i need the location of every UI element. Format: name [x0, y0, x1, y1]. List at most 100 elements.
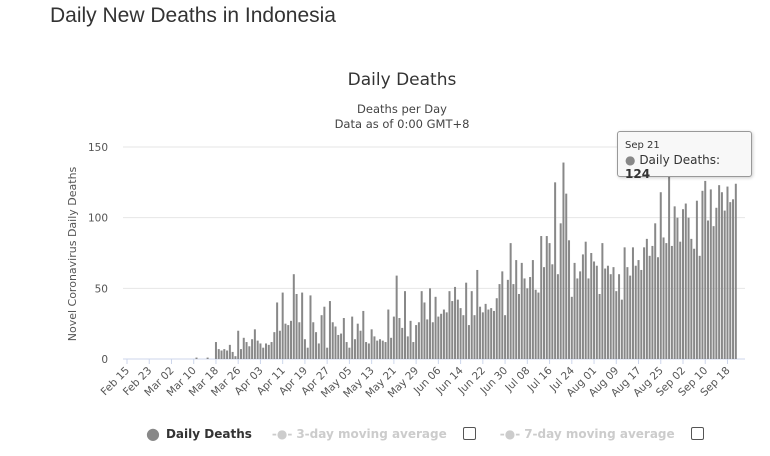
- bar[interactable]: [226, 350, 229, 359]
- bar[interactable]: [334, 326, 337, 359]
- bar[interactable]: [281, 292, 284, 359]
- bar[interactable]: [684, 203, 687, 359]
- bar[interactable]: [231, 351, 234, 359]
- bar[interactable]: [593, 261, 596, 359]
- bar[interactable]: [345, 342, 348, 359]
- bar[interactable]: [239, 349, 242, 359]
- bar[interactable]: [390, 337, 393, 359]
- bar[interactable]: [490, 308, 493, 359]
- bar[interactable]: [676, 217, 679, 359]
- bar[interactable]: [656, 257, 659, 359]
- bar[interactable]: [331, 322, 334, 359]
- bar[interactable]: [417, 322, 420, 359]
- bar[interactable]: [248, 346, 251, 359]
- bar[interactable]: [365, 342, 368, 359]
- bar[interactable]: [459, 308, 462, 359]
- bar[interactable]: [340, 333, 343, 359]
- bar[interactable]: [568, 240, 571, 359]
- bar[interactable]: [265, 343, 267, 359]
- bar[interactable]: [470, 291, 473, 359]
- bar[interactable]: [732, 199, 735, 359]
- bar[interactable]: [462, 315, 465, 359]
- bar[interactable]: [262, 347, 265, 359]
- bar[interactable]: [587, 278, 590, 359]
- bar[interactable]: [615, 291, 618, 359]
- bar[interactable]: [729, 202, 732, 359]
- bar[interactable]: [326, 347, 329, 359]
- bar[interactable]: [387, 309, 390, 359]
- bar[interactable]: [412, 342, 415, 359]
- bar[interactable]: [306, 347, 309, 359]
- bar[interactable]: [640, 269, 643, 359]
- bar[interactable]: [309, 295, 312, 359]
- bar[interactable]: [634, 265, 637, 359]
- bar[interactable]: [623, 247, 626, 359]
- bar[interactable]: [398, 318, 401, 359]
- bar[interactable]: [384, 342, 387, 359]
- bar[interactable]: [668, 175, 671, 359]
- bar[interactable]: [698, 255, 701, 359]
- bar[interactable]: [373, 336, 376, 359]
- bar[interactable]: [526, 288, 529, 359]
- bar[interactable]: [629, 275, 632, 359]
- bar[interactable]: [487, 309, 490, 359]
- bar[interactable]: [579, 271, 582, 359]
- bar[interactable]: [298, 322, 301, 359]
- bar[interactable]: [606, 265, 609, 359]
- bar[interactable]: [662, 237, 665, 359]
- bar[interactable]: [467, 325, 470, 359]
- bar[interactable]: [420, 291, 423, 359]
- bar[interactable]: [376, 340, 379, 359]
- bar[interactable]: [573, 262, 576, 359]
- bar[interactable]: [270, 342, 273, 359]
- bar[interactable]: [253, 329, 256, 359]
- bar[interactable]: [690, 238, 693, 359]
- bar[interactable]: [665, 243, 668, 359]
- bar[interactable]: [465, 282, 468, 359]
- bar[interactable]: [704, 180, 707, 359]
- bar[interactable]: [495, 298, 498, 359]
- bar[interactable]: [301, 292, 304, 359]
- bar[interactable]: [718, 185, 721, 359]
- bar[interactable]: [712, 226, 715, 359]
- bar[interactable]: [401, 327, 404, 359]
- bar[interactable]: [423, 302, 426, 359]
- bar[interactable]: [693, 248, 696, 359]
- bar[interactable]: [381, 340, 384, 359]
- bar[interactable]: [570, 296, 573, 359]
- bar[interactable]: [523, 278, 526, 359]
- bar[interactable]: [598, 293, 601, 359]
- bar[interactable]: [434, 296, 437, 359]
- bar[interactable]: [545, 236, 548, 359]
- bar[interactable]: [404, 291, 406, 359]
- bar[interactable]: [406, 336, 409, 359]
- bar[interactable]: [214, 342, 217, 359]
- bar[interactable]: [601, 243, 604, 359]
- bar[interactable]: [595, 265, 598, 359]
- bar[interactable]: [620, 299, 623, 359]
- bar[interactable]: [651, 245, 654, 359]
- bar[interactable]: [609, 274, 612, 359]
- bar[interactable]: [367, 343, 370, 359]
- bar[interactable]: [303, 339, 306, 359]
- bar[interactable]: [392, 316, 395, 359]
- bar[interactable]: [548, 243, 551, 359]
- bar[interactable]: [512, 284, 515, 359]
- bar[interactable]: [223, 349, 226, 359]
- bar[interactable]: [551, 264, 554, 359]
- bar[interactable]: [492, 310, 495, 359]
- bar[interactable]: [328, 301, 331, 359]
- bar[interactable]: [395, 275, 398, 359]
- bar[interactable]: [237, 330, 240, 359]
- bar[interactable]: [687, 217, 690, 359]
- bar[interactable]: [562, 162, 565, 359]
- bar[interactable]: [670, 245, 673, 359]
- bar[interactable]: [604, 268, 607, 359]
- bar[interactable]: [720, 192, 723, 359]
- bar[interactable]: [220, 350, 223, 359]
- bar[interactable]: [195, 357, 198, 359]
- legend-item-7day[interactable]: -●- 7-day moving average: [500, 427, 675, 441]
- bar[interactable]: [312, 322, 315, 359]
- bar[interactable]: [723, 210, 726, 359]
- bar[interactable]: [529, 277, 532, 359]
